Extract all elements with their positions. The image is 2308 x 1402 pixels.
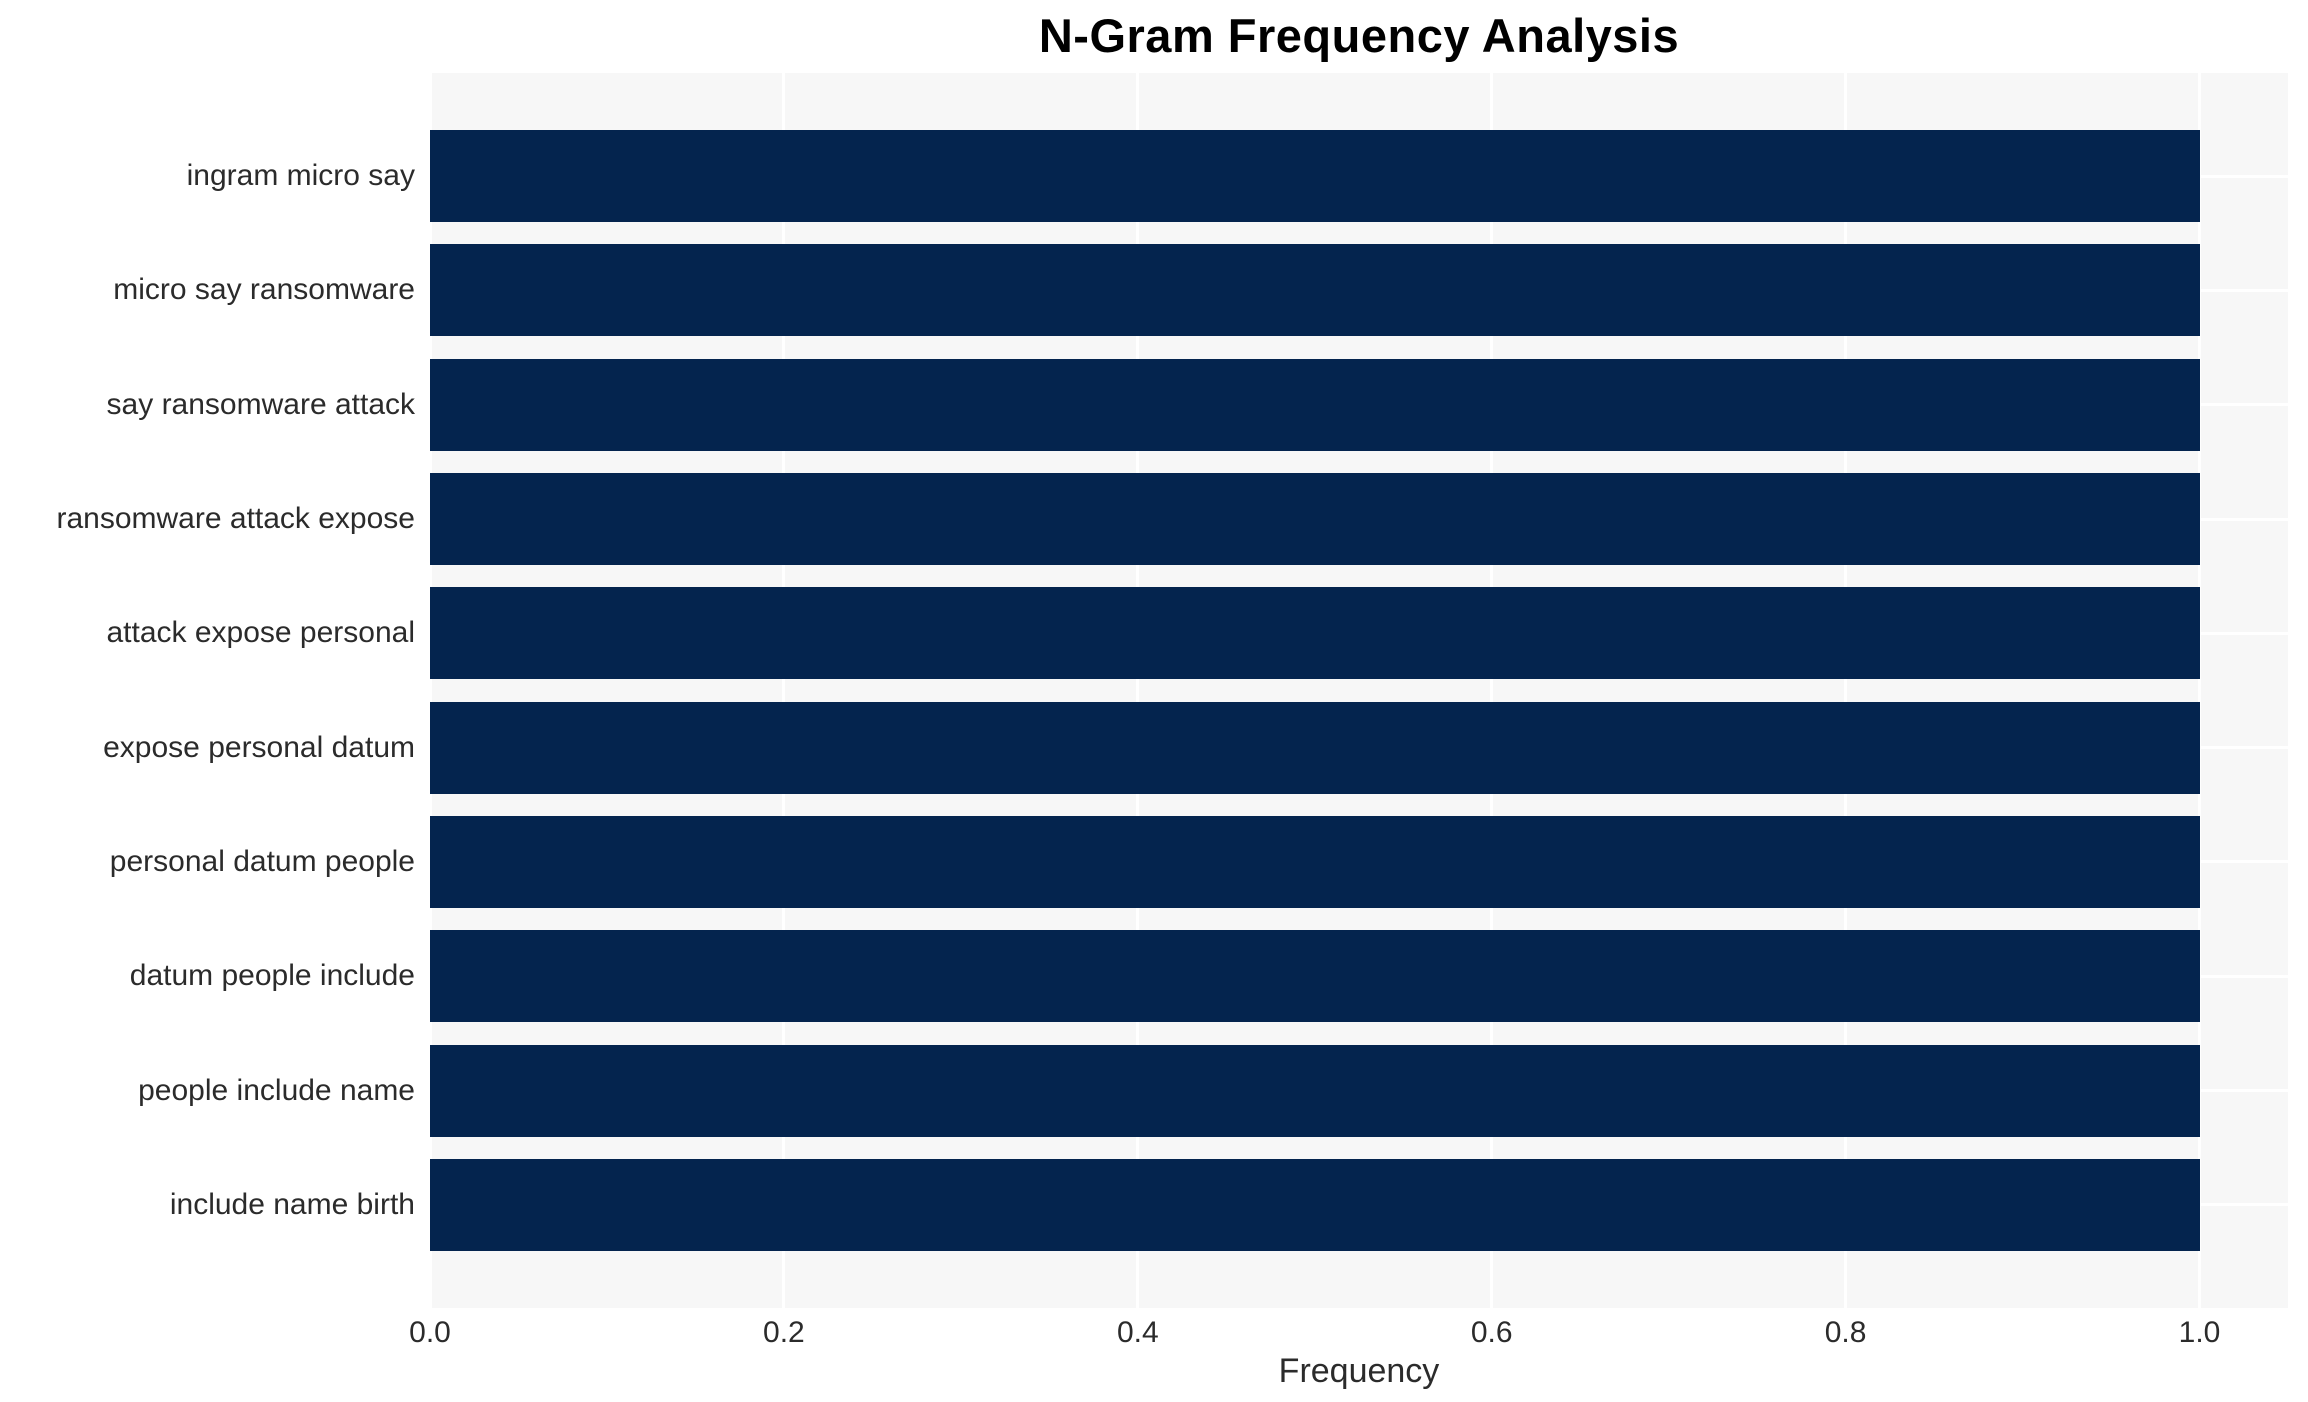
y-tick-label: micro say ransomware — [113, 273, 415, 307]
frequency-bar — [430, 1158, 2200, 1251]
bar-row — [430, 1148, 2288, 1262]
bar-row — [430, 805, 2288, 919]
frequency-bar — [430, 473, 2200, 566]
bar-row — [430, 576, 2288, 690]
x-axis-ticks: 0.0 0.2 0.4 0.6 0.8 1.0 — [409, 1316, 2288, 1356]
bar-row — [430, 348, 2288, 462]
frequency-bar — [430, 930, 2200, 1023]
bar-row — [430, 462, 2288, 576]
y-tick-label: ingram micro say — [186, 159, 415, 193]
frequency-bar — [430, 1044, 2200, 1137]
bar-row — [430, 1033, 2288, 1147]
vertical-gridline — [1844, 73, 1848, 1308]
y-tick-label: ransomware attack expose — [56, 502, 415, 536]
bar-row — [430, 233, 2288, 347]
frequency-bar — [430, 701, 2200, 794]
frequency-bar — [430, 358, 2200, 451]
vertical-gridline — [430, 73, 432, 1308]
vertical-gridline — [1490, 73, 1494, 1308]
frequency-bar — [430, 815, 2200, 908]
y-tick-label: attack expose personal — [106, 616, 415, 650]
bars-container — [430, 73, 2288, 1308]
chart-title: N-Gram Frequency Analysis — [1038, 9, 1680, 62]
bar-row — [430, 690, 2288, 804]
vertical-gridline — [1136, 73, 1140, 1308]
y-tick-label: people include name — [138, 1073, 415, 1107]
x-tick-label: 0.6 — [1470, 1316, 1513, 1349]
x-tick-label: 1.0 — [2178, 1316, 2221, 1349]
bar-row — [430, 119, 2288, 233]
x-tick-label: 0.8 — [1824, 1316, 1867, 1349]
y-axis-labels: ingram micro say micro say ransomware say … — [0, 73, 415, 1308]
frequency-bar — [430, 587, 2200, 680]
x-tick-label: 0.4 — [1116, 1316, 1159, 1349]
vertical-gridline — [782, 73, 786, 1308]
x-tick-label: 0.0 — [409, 1316, 451, 1349]
x-axis-label: Frequency — [1278, 1352, 1440, 1390]
vertical-gridline — [2198, 73, 2202, 1308]
frequency-bar — [430, 130, 2200, 223]
frequency-bar — [430, 244, 2200, 337]
x-tick-label: 0.2 — [763, 1316, 805, 1349]
y-tick-label: say ransomware attack — [106, 387, 415, 421]
y-tick-label: datum people include — [129, 959, 415, 993]
y-tick-label: personal datum people — [109, 844, 415, 878]
plot-area — [430, 73, 2288, 1308]
y-tick-label: expose personal datum — [103, 730, 415, 764]
y-tick-label: include name birth — [169, 1187, 415, 1221]
bar-row — [430, 919, 2288, 1033]
